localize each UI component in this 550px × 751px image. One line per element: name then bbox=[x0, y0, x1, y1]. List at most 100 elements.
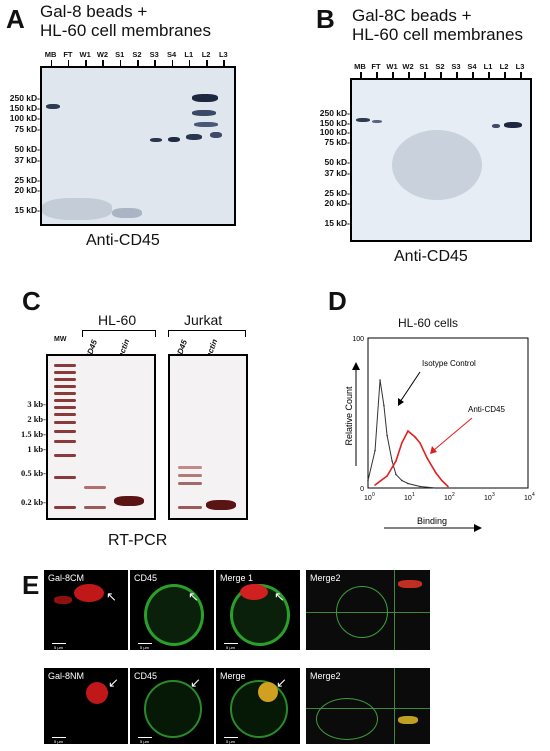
lane-tick bbox=[188, 60, 191, 68]
mw-marker: 100 kD- bbox=[319, 127, 350, 137]
panel-a-letter: A bbox=[6, 4, 25, 34]
series-point bbox=[367, 479, 369, 482]
panel-c-gel-hl60 bbox=[46, 354, 156, 520]
lane-tick bbox=[50, 60, 53, 68]
panel-c-bracket-hl60 bbox=[82, 330, 156, 337]
lane-tick bbox=[520, 72, 522, 80]
lane-tick bbox=[137, 60, 139, 68]
lane-label-s3: S3 bbox=[451, 62, 461, 71]
lane-tick bbox=[392, 72, 394, 80]
series-point bbox=[419, 485, 421, 488]
lane-label-s2: S2 bbox=[435, 62, 445, 71]
micro-label-r2c3: Merge bbox=[220, 671, 246, 681]
micro-r2-merge2: Merge2 bbox=[306, 668, 430, 744]
legend-isotype: Isotype Control bbox=[422, 359, 476, 368]
panel-c-bracket-jurkat bbox=[168, 330, 246, 337]
lane-label-w1: W1 bbox=[79, 50, 91, 59]
lane-tick bbox=[223, 60, 225, 68]
panel-b-blot bbox=[350, 78, 532, 242]
lane-label-w1: W1 bbox=[386, 62, 398, 71]
lane-label-s4: S4 bbox=[166, 50, 177, 59]
micro-label-r1c4: Merge2 bbox=[310, 573, 341, 583]
x-tick-exponent: 0 bbox=[372, 492, 375, 498]
mw-marker: 37 kD- bbox=[324, 168, 350, 178]
lane-tick bbox=[376, 72, 378, 80]
y-axis-label: Relative Count bbox=[344, 386, 354, 446]
series-point bbox=[401, 479, 403, 482]
series-point bbox=[407, 430, 409, 432]
mw-marker: 150 kD- bbox=[9, 103, 40, 113]
y-arrow-head bbox=[352, 362, 360, 370]
lane-tick bbox=[67, 60, 70, 68]
lane-tick bbox=[102, 60, 104, 68]
lane-label-w2: W2 bbox=[96, 50, 109, 59]
series-point bbox=[435, 487, 437, 489]
panel-a-blot bbox=[40, 66, 236, 226]
x-arrow-head bbox=[474, 524, 482, 532]
series-point bbox=[401, 442, 403, 444]
lane-label-s4: S4 bbox=[467, 62, 477, 71]
lane-tick bbox=[424, 72, 426, 80]
series-point bbox=[395, 460, 397, 462]
mw-marker: 37 kD- bbox=[14, 155, 40, 165]
lane-tick bbox=[360, 72, 362, 80]
legend-anti-cd45: Anti-CD45 bbox=[468, 405, 505, 414]
mw-marker: 20 kD- bbox=[324, 198, 350, 208]
panel-b-letter: B bbox=[316, 4, 335, 34]
x-tick-label: 10 bbox=[404, 495, 412, 502]
micro-label-r1c2: CD45 bbox=[134, 573, 158, 583]
lane-tick bbox=[154, 60, 156, 68]
panel-a-title: Gal-8 beads + HL-60 cell membranes bbox=[40, 2, 212, 40]
x-tick-label: 10 bbox=[444, 495, 452, 502]
anti-cd45-arrow-head bbox=[430, 446, 437, 454]
mw-marker: 250 kD- bbox=[319, 108, 350, 118]
isotype-arrow-line bbox=[399, 371, 421, 403]
x-tick-label: 10 bbox=[364, 495, 372, 502]
micro-r2-merge: Merge ↙ 5 μm bbox=[216, 668, 300, 744]
lane-tick bbox=[472, 72, 474, 80]
mw-marker: 1.5 kb- bbox=[20, 429, 46, 439]
lane-label-mb: MB bbox=[354, 62, 366, 71]
series-point bbox=[426, 457, 428, 459]
lane-label-s2: S2 bbox=[132, 50, 142, 59]
histogram-frame bbox=[367, 337, 529, 489]
lane-tick bbox=[206, 60, 208, 68]
lane-label-l3: L3 bbox=[515, 62, 525, 71]
mw-marker: 3 kb- bbox=[27, 399, 46, 409]
lane-label-l1: L1 bbox=[483, 62, 493, 71]
x-tick-exponent: 2 bbox=[452, 492, 455, 498]
micro-label-r2c4: Merge2 bbox=[310, 671, 341, 681]
panel-c-gel-jurkat bbox=[168, 354, 248, 520]
micro-r2-cd45: CD45 ↙ 5 μm bbox=[130, 668, 214, 744]
series-point bbox=[383, 404, 385, 407]
mw-marker: 1 kb- bbox=[27, 444, 46, 454]
panel-d-letter: D bbox=[328, 286, 347, 316]
lane-tick bbox=[85, 60, 87, 68]
panel-a-caption: Anti-CD45 bbox=[86, 232, 160, 249]
panel-d-title: HL-60 cells bbox=[398, 316, 459, 330]
lane-label-ft: FT bbox=[63, 50, 73, 59]
series-line-1 bbox=[374, 429, 449, 488]
series-point bbox=[435, 472, 437, 474]
mw-marker: 15 kD- bbox=[324, 218, 350, 228]
mw-marker: 50 kD- bbox=[14, 144, 40, 154]
lane-tick bbox=[408, 72, 410, 80]
x-axis-label: Binding bbox=[417, 516, 447, 526]
x-tick-exponent: 1 bbox=[412, 492, 415, 498]
panel-c-letter: C bbox=[22, 286, 41, 316]
micro-r1-merge2: Merge2 bbox=[306, 570, 430, 650]
lane-tick bbox=[171, 60, 174, 68]
series-point bbox=[414, 436, 416, 438]
series-point bbox=[374, 484, 376, 486]
x-tick-label: 10 bbox=[484, 495, 492, 502]
lane-tick bbox=[504, 72, 506, 80]
series-point bbox=[386, 475, 388, 477]
panel-c-mw-lane-label: MW bbox=[54, 336, 67, 343]
panel-b-title: Gal-8C beads + HL-60 cell membranes bbox=[352, 6, 524, 44]
panel-c-group-hl60: HL-60 bbox=[98, 312, 137, 328]
mw-marker: 15 kD- bbox=[14, 205, 40, 215]
arrow-icon: ↙ bbox=[108, 675, 119, 690]
lane-label-l2: L2 bbox=[499, 62, 509, 71]
series-point bbox=[419, 442, 421, 444]
series-point bbox=[386, 434, 388, 437]
